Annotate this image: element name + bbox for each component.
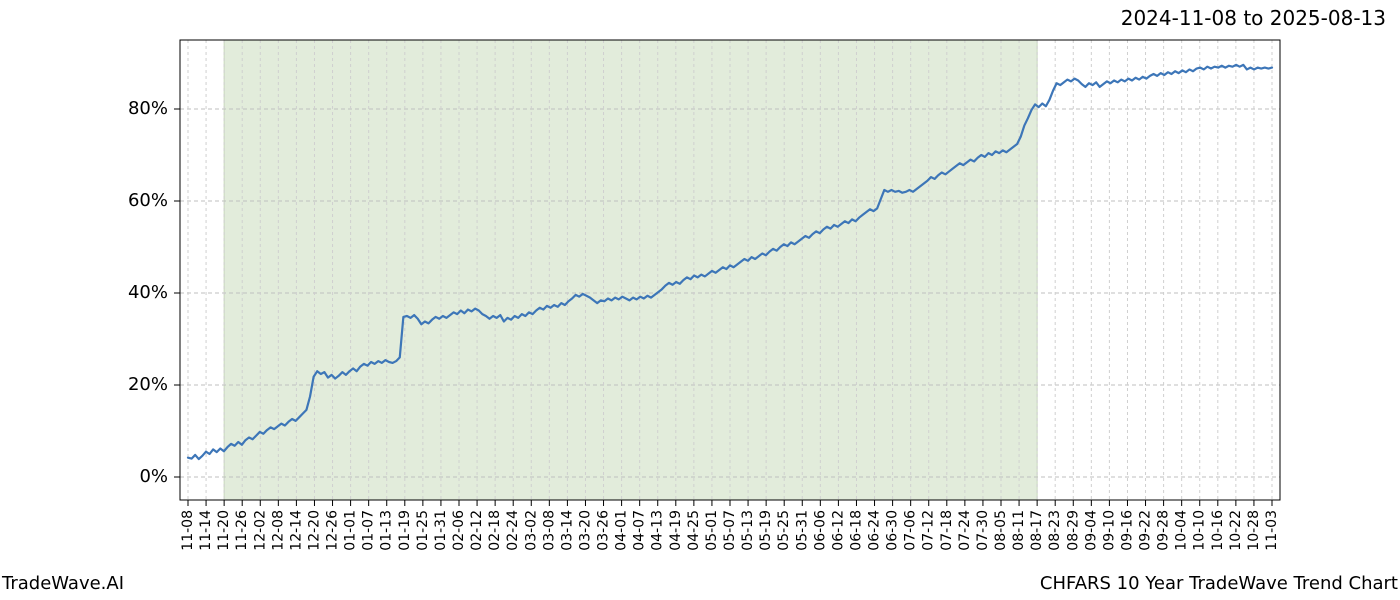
svg-text:06-30: 06-30 (885, 510, 901, 551)
svg-text:01-01: 01-01 (343, 510, 359, 551)
svg-text:12-14: 12-14 (288, 510, 304, 551)
svg-text:05-13: 05-13 (740, 510, 756, 551)
trend-chart: 0%20%40%60%80%11-0811-1411-2011-2612-021… (0, 0, 1400, 560)
svg-text:11-08: 11-08 (180, 510, 196, 551)
svg-text:01-25: 01-25 (415, 510, 431, 551)
svg-text:08-17: 08-17 (1029, 510, 1045, 551)
svg-text:07-06: 07-06 (903, 510, 919, 551)
svg-text:06-18: 06-18 (848, 510, 864, 551)
svg-text:11-20: 11-20 (216, 510, 232, 551)
svg-text:10-04: 10-04 (1174, 510, 1190, 551)
svg-text:02-18: 02-18 (487, 510, 503, 551)
svg-text:08-29: 08-29 (1065, 510, 1081, 551)
svg-text:08-23: 08-23 (1047, 510, 1063, 551)
svg-text:10-22: 10-22 (1228, 510, 1244, 551)
chart-container: 2024-11-08 to 2025-08-13 0% 20% 40% 60% 80% 1… (0, 0, 1400, 600)
svg-text:10-16: 10-16 (1210, 510, 1226, 551)
svg-text:05-07: 05-07 (722, 510, 738, 551)
svg-text:12-26: 12-26 (325, 510, 341, 551)
svg-text:80%: 80% (128, 98, 168, 119)
svg-text:03-14: 03-14 (559, 510, 575, 551)
svg-text:01-07: 01-07 (361, 510, 377, 551)
svg-text:07-30: 07-30 (975, 510, 991, 551)
chart-caption: CHFARS 10 Year TradeWave Trend Chart (1040, 573, 1398, 594)
svg-text:05-25: 05-25 (776, 510, 792, 551)
brand-label: TradeWave.AI (2, 573, 124, 594)
svg-text:06-24: 06-24 (867, 510, 883, 551)
svg-text:06-12: 06-12 (830, 510, 846, 551)
svg-text:09-10: 09-10 (1101, 510, 1117, 551)
svg-text:01-31: 01-31 (433, 510, 449, 551)
svg-text:02-06: 02-06 (451, 510, 467, 551)
svg-text:09-04: 09-04 (1083, 510, 1099, 551)
svg-text:04-07: 04-07 (632, 510, 648, 551)
svg-text:04-01: 04-01 (614, 510, 630, 551)
svg-text:12-02: 12-02 (252, 510, 268, 551)
svg-text:09-16: 09-16 (1119, 510, 1135, 551)
svg-text:10-28: 10-28 (1246, 510, 1262, 551)
svg-text:11-26: 11-26 (234, 510, 250, 551)
date-range-label: 2024-11-08 to 2025-08-13 (1121, 6, 1386, 30)
svg-text:05-31: 05-31 (794, 510, 810, 551)
svg-text:20%: 20% (128, 374, 168, 395)
svg-text:02-12: 02-12 (469, 510, 485, 551)
svg-text:04-19: 04-19 (668, 510, 684, 551)
svg-text:01-19: 01-19 (397, 510, 413, 551)
svg-text:11-14: 11-14 (198, 510, 214, 551)
svg-text:12-08: 12-08 (270, 510, 286, 551)
svg-text:07-24: 07-24 (957, 510, 973, 551)
svg-text:0%: 0% (139, 466, 168, 487)
svg-text:03-26: 03-26 (596, 510, 612, 551)
svg-text:04-25: 04-25 (686, 510, 702, 551)
svg-text:01-13: 01-13 (379, 510, 395, 551)
svg-text:03-02: 03-02 (523, 510, 539, 551)
svg-text:07-18: 07-18 (939, 510, 955, 551)
svg-text:09-22: 09-22 (1138, 510, 1154, 551)
svg-text:06-06: 06-06 (812, 510, 828, 551)
svg-text:09-28: 09-28 (1156, 510, 1172, 551)
svg-text:04-13: 04-13 (650, 510, 666, 551)
svg-text:02-24: 02-24 (505, 510, 521, 551)
svg-text:03-20: 03-20 (577, 510, 593, 551)
svg-text:08-05: 08-05 (993, 510, 1009, 551)
svg-text:08-11: 08-11 (1011, 510, 1027, 551)
svg-text:05-19: 05-19 (758, 510, 774, 551)
svg-text:12-20: 12-20 (306, 510, 322, 551)
svg-text:05-01: 05-01 (704, 510, 720, 551)
svg-text:11-03: 11-03 (1264, 510, 1280, 551)
svg-text:10-10: 10-10 (1192, 510, 1208, 551)
svg-text:07-12: 07-12 (921, 510, 937, 551)
svg-text:03-08: 03-08 (541, 510, 557, 551)
svg-text:40%: 40% (128, 282, 168, 303)
svg-text:60%: 60% (128, 190, 168, 211)
